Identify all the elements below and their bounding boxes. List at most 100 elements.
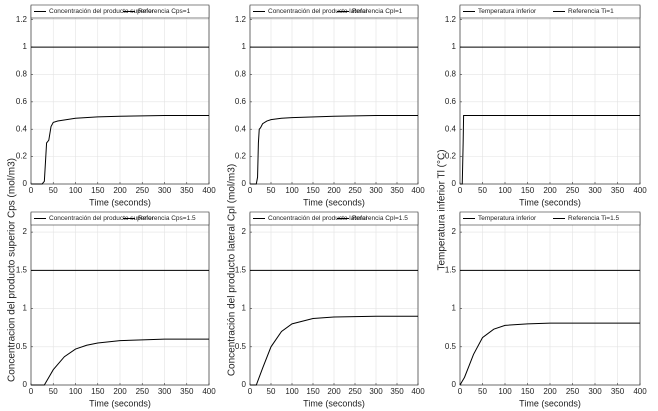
y-tick-label: 0 [452,179,457,188]
series-line [459,322,640,386]
legend-label: Referencia Cps=1 [138,8,191,15]
x-tick-label: 0 [29,186,34,195]
legend-label: Concentración del producto lateral [268,8,368,15]
legend-box [459,4,641,19]
y-tick-label: 0.5 [235,342,247,351]
x-tick-label: 0 [29,387,34,396]
x-tick-label: 250 [566,186,580,195]
x-tick-label: 350 [611,186,625,195]
y-tick-label: 1 [23,304,28,313]
legend-box [30,211,210,226]
y-tick-label: 0.2 [235,152,247,161]
y-tick-label: 1 [242,42,247,51]
x-tick-label: 300 [158,186,172,195]
x-tick-label: 350 [390,186,404,195]
x-tick-label: 100 [69,186,83,195]
x-tick-label: 250 [566,387,580,396]
y-tick-label: 0.4 [235,124,247,133]
y-tick-label: 0.5 [16,342,28,351]
y-tick-label: 0 [242,179,247,188]
y-tick-label: 0 [452,380,457,389]
series-line [31,338,209,386]
x-tick-label: 400 [411,387,425,396]
x-tick-label: 100 [498,186,512,195]
y-tick-label: 2 [242,227,247,236]
x-tick-label: 400 [633,186,647,195]
y-tick-label: 1.5 [16,265,28,274]
y-tick-label: 1 [242,304,247,313]
legend-box [30,4,210,19]
legend-label: Referencia Cpl=1.5 [352,215,408,222]
legend-box [249,4,419,19]
x-tick-label: 250 [136,387,150,396]
y-tick-label: 2 [452,227,457,236]
y-tick-label: 1.2 [16,15,28,24]
y-axis-label: Concentracion del producto superior Cps … [7,158,18,382]
x-tick-label: 250 [348,387,362,396]
x-tick-label: 100 [285,186,299,195]
x-tick-label: 50 [49,186,58,195]
y-tick-label: 0.4 [445,124,457,133]
x-tick-label: 0 [248,387,253,396]
x-tick-label: 300 [369,186,383,195]
series-line [460,115,640,185]
x-tick-label: 200 [327,387,341,396]
x-axis-label: Time (seconds) [519,197,581,207]
y-tick-label: 1.2 [235,15,247,24]
y-tick-label: 0.2 [445,152,457,161]
x-tick-label: 50 [267,186,276,195]
y-axis-label: Temperatura inferior Tl (°C) [437,149,448,270]
y-tick-label: 1 [452,304,457,313]
x-tick-label: 400 [202,387,216,396]
legend-label: Referencia Cpl=1 [352,8,403,15]
series-line [250,315,418,386]
x-tick-label: 200 [113,387,127,396]
x-tick-label: 150 [91,387,105,396]
x-tick-label: 200 [543,387,557,396]
x-tick-label: 100 [498,387,512,396]
x-tick-label: 400 [411,186,425,195]
legend-label: Concentración del producto superior [49,215,155,222]
y-tick-label: 1.5 [445,265,457,274]
y-tick-label: 0 [23,380,28,389]
x-tick-label: 350 [611,387,625,396]
x-tick-label: 100 [69,387,83,396]
x-tick-label: 50 [267,387,276,396]
x-axis-label: Time (seconds) [89,197,151,207]
y-tick-label: 0.6 [16,97,28,106]
y-tick-label: 0 [23,179,28,188]
y-tick-label: 1 [452,42,457,51]
x-tick-label: 150 [521,186,535,195]
x-tick-label: 150 [91,186,105,195]
legend-label: Temperatura inferior [478,215,537,222]
y-tick-label: 1.5 [235,265,247,274]
legend-label: Referencia Cps=1.5 [138,215,196,222]
y-tick-label: 0.4 [16,124,28,133]
x-tick-label: 300 [588,387,602,396]
x-tick-label: 350 [180,186,194,195]
x-tick-label: 300 [158,387,172,396]
legend-label: Concentración del producto lateral [268,215,368,222]
series-line [250,115,418,185]
x-tick-label: 200 [113,186,127,195]
x-tick-label: 250 [348,186,362,195]
x-tick-label: 350 [180,387,194,396]
y-tick-label: 1.2 [445,15,457,24]
x-tick-label: 300 [369,387,383,396]
x-tick-label: 200 [543,186,557,195]
x-tick-label: 50 [49,387,58,396]
y-tick-label: 1 [23,42,28,51]
y-tick-label: 2 [23,227,28,236]
legend-box [459,211,641,226]
x-tick-label: 0 [248,186,253,195]
legend-label: Referencia Ti=1 [568,8,614,15]
x-tick-label: 250 [136,186,150,195]
x-tick-label: 0 [458,186,463,195]
x-axis-label: Time (seconds) [303,398,365,408]
y-tick-label: 0.5 [445,342,457,351]
x-tick-label: 50 [478,186,487,195]
x-tick-label: 350 [390,387,404,396]
x-tick-label: 300 [588,186,602,195]
